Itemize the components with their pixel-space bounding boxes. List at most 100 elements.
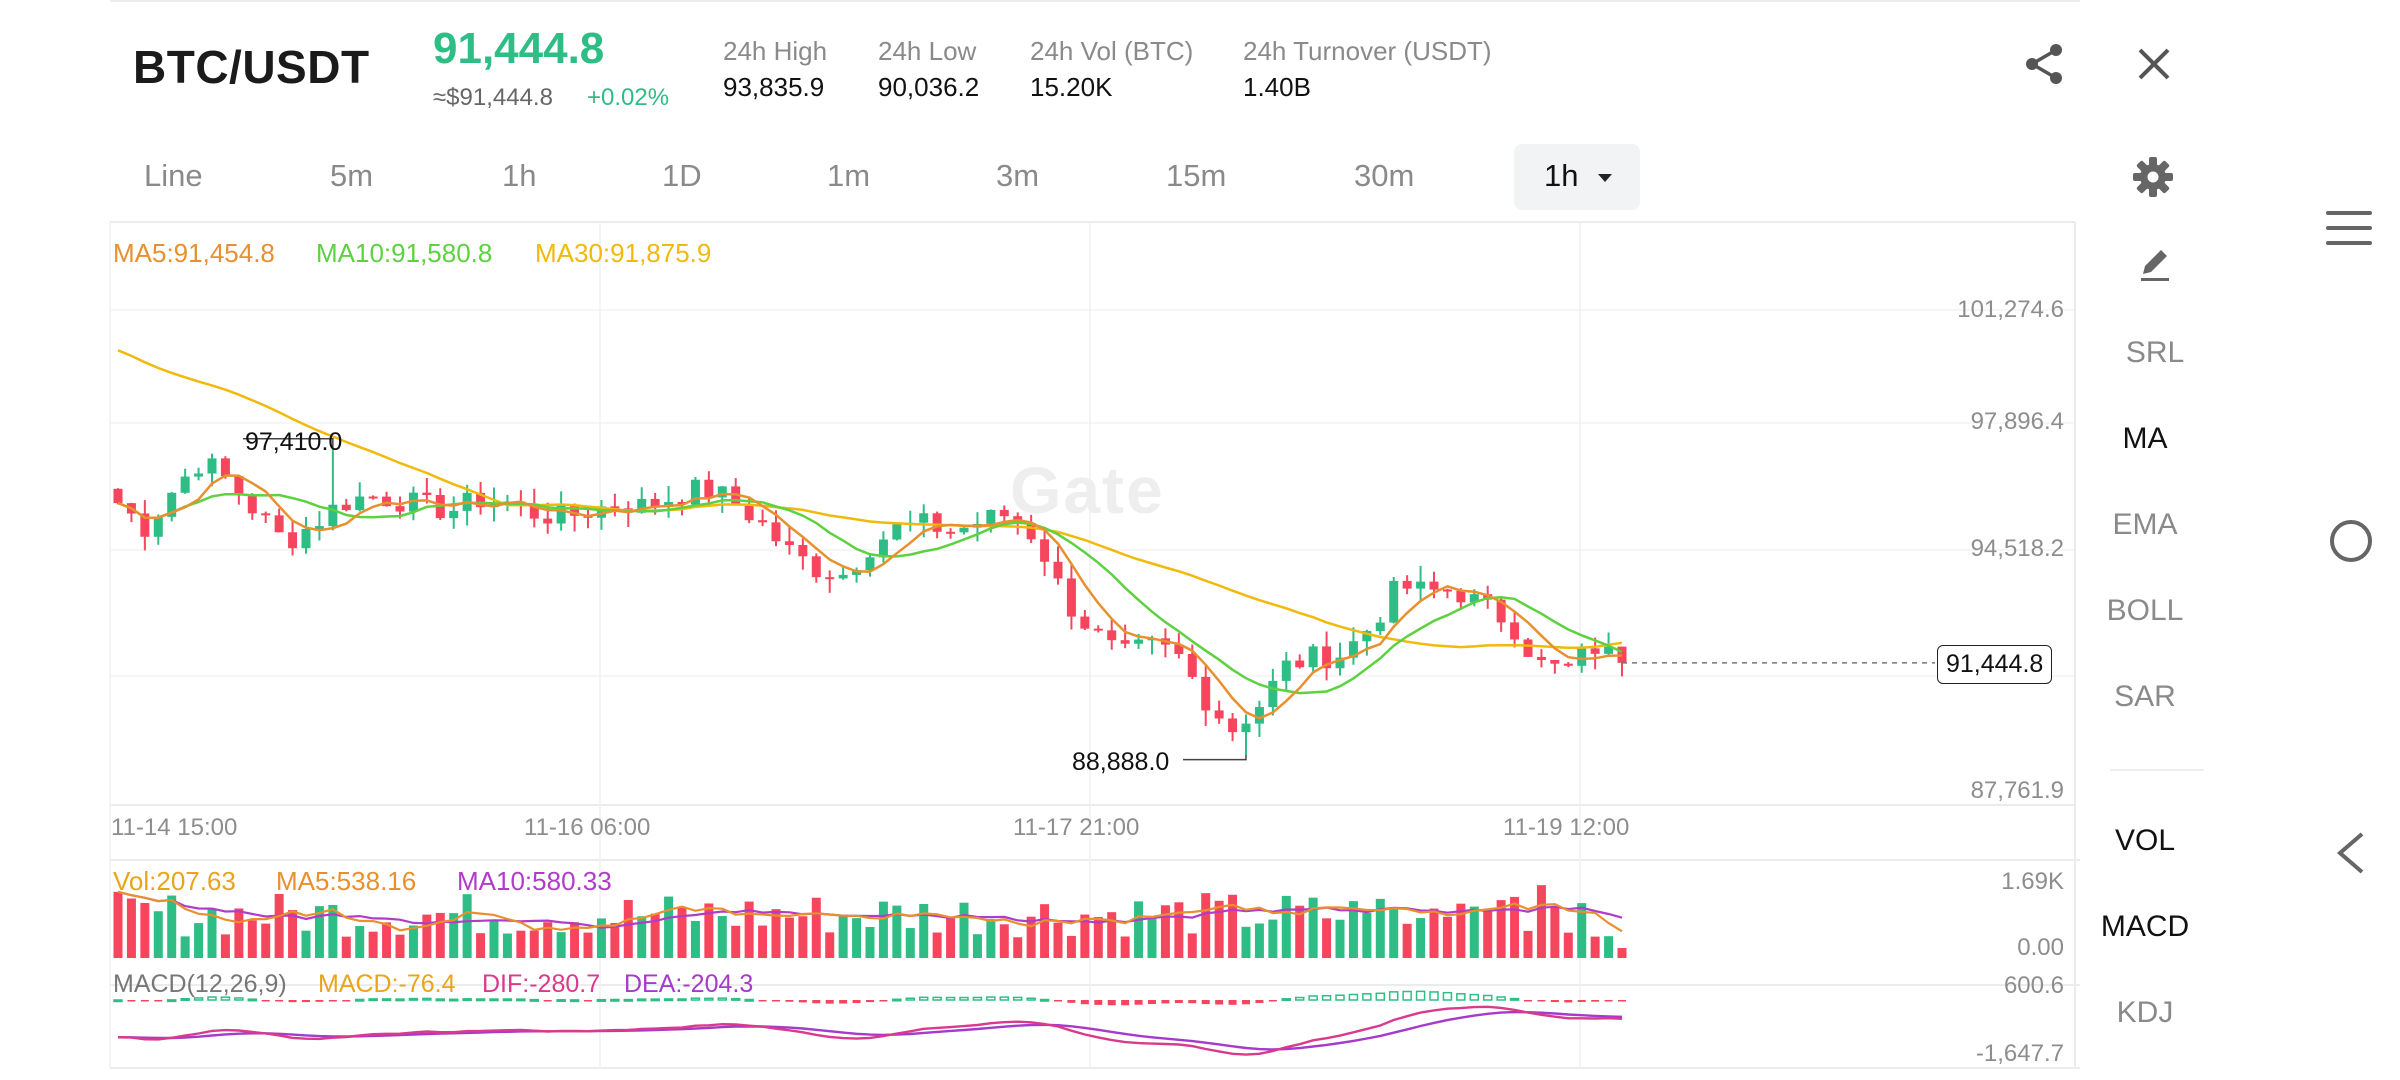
candle-down (570, 504, 580, 516)
volume-bar (1013, 937, 1023, 958)
tab-30m[interactable]: 30m (1354, 158, 1415, 193)
macd-histogram-bar (207, 996, 217, 1001)
candle-up (1416, 581, 1426, 589)
volume-bar (207, 909, 217, 958)
tab-15m[interactable]: 15m (1166, 158, 1227, 193)
time-axis-label: 11-19 12:00 (1503, 814, 1630, 841)
home-circle-icon (2330, 520, 2372, 562)
macd-histogram-bar (220, 996, 231, 1001)
macd-histogram-bar (1201, 1000, 1210, 1005)
indicator-macd[interactable]: MACD (2100, 910, 2190, 943)
macd-histogram-bar (288, 1000, 297, 1003)
overlay-boll[interactable]: BOLL (2106, 594, 2184, 627)
candle-up (1281, 660, 1291, 681)
macd-value: MACD:-76.4 (318, 970, 456, 998)
volume-bar (758, 925, 768, 958)
indicator-vol[interactable]: VOL (2114, 824, 2176, 857)
candle-down (368, 496, 378, 499)
macd-histogram-bar (1591, 1000, 1600, 1002)
volume-bar (247, 920, 257, 958)
volume-bar (395, 934, 405, 958)
macd-histogram-bar (1107, 1000, 1116, 1006)
candle-down (1590, 648, 1600, 654)
settings-button[interactable] (2130, 154, 2176, 200)
macd-histogram-bar (1618, 1000, 1626, 1002)
macd-histogram-bar (1039, 998, 1050, 1002)
volume-bar (946, 916, 956, 958)
timeframe-dropdown[interactable]: 1h (1514, 144, 1640, 210)
tab-line[interactable]: Line (144, 158, 203, 193)
candle-down (341, 504, 351, 511)
volume-bar (919, 904, 929, 958)
candle-up (1308, 646, 1318, 668)
volume-bar (261, 923, 271, 958)
macd-histogram-bar (166, 999, 177, 1003)
tab-1m[interactable]: 1m (827, 158, 871, 193)
macd-histogram-bar (1094, 1000, 1103, 1005)
macd-histogram-bar (1362, 993, 1372, 1001)
menu-button[interactable] (2324, 208, 2374, 248)
macd-histogram-bar (798, 1000, 807, 1003)
candle-down (1093, 628, 1103, 631)
macd-histogram-bar (932, 996, 942, 1001)
candle-up (1604, 646, 1614, 654)
macd-histogram-bar (758, 1000, 767, 1002)
volume-bar (825, 932, 835, 958)
overlay-ma[interactable]: MA (2122, 422, 2168, 455)
volume-bar (972, 934, 982, 958)
macd-histogram-bar (785, 1000, 794, 1002)
volume-bar (677, 906, 687, 958)
macd-histogram-bar (1482, 994, 1493, 1001)
candle-down (422, 492, 432, 496)
selected-timeframe: 1h (1544, 158, 1579, 193)
volume-bar (610, 922, 620, 958)
share-button[interactable] (2020, 40, 2068, 88)
draw-tool-button[interactable] (2135, 244, 2175, 284)
last-price: 91,444.8 (433, 24, 605, 73)
macd-histogram-bar (1215, 1000, 1224, 1005)
tab-1h[interactable]: 1h (502, 158, 537, 193)
overlay-ema[interactable]: EMA (2112, 508, 2178, 541)
macd-histogram-bar (839, 1000, 848, 1004)
volume-bar (1228, 894, 1238, 958)
volume-bar (798, 916, 808, 958)
volume-bar (341, 936, 351, 958)
macd-histogram-bar (690, 997, 701, 1001)
tab-3m[interactable]: 3m (996, 158, 1040, 193)
overlay-sar[interactable]: SAR (2114, 680, 2176, 713)
ma30-legend: MA30:91,875.9 (535, 238, 712, 268)
candle-down (704, 479, 714, 498)
candlestick-chart[interactable] (0, 0, 2080, 1080)
overlay-srl[interactable]: SRL (2125, 336, 2185, 369)
macd-histogram-bar (1469, 993, 1480, 1001)
dif-value: DIF:-280.7 (482, 970, 601, 998)
candle-down (650, 498, 660, 508)
macd-histogram-bar (315, 1000, 324, 1002)
volume-bar (408, 925, 418, 958)
candle-down (476, 492, 486, 508)
volume-bar (1389, 908, 1399, 958)
macd-histogram-bar (193, 997, 204, 1001)
tab-1d[interactable]: 1D (662, 158, 702, 193)
volume-bar (1348, 901, 1358, 958)
volume-bar (959, 902, 969, 958)
candle-up (301, 528, 311, 549)
close-button[interactable] (2132, 42, 2176, 86)
menu-icon (2326, 211, 2372, 245)
pair-title: BTC/USDT (133, 41, 370, 93)
macd-histogram-bar (584, 1000, 592, 1002)
volume-bar (878, 901, 888, 958)
home-button[interactable] (2328, 518, 2374, 564)
back-icon (2336, 832, 2364, 874)
volume-bar (1456, 903, 1466, 958)
back-button[interactable] (2334, 830, 2368, 876)
indicator-kdj[interactable]: KDJ (2116, 996, 2174, 1029)
volume-bar (1416, 918, 1426, 958)
candle-down (825, 577, 835, 580)
tab-5m[interactable]: 5m (330, 158, 374, 193)
macd-histogram-bar (422, 997, 432, 1001)
candle-up (207, 458, 217, 474)
macd-histogram-bar (1067, 1000, 1076, 1003)
macd-histogram-bar (892, 998, 902, 1002)
candle-down (610, 506, 620, 509)
